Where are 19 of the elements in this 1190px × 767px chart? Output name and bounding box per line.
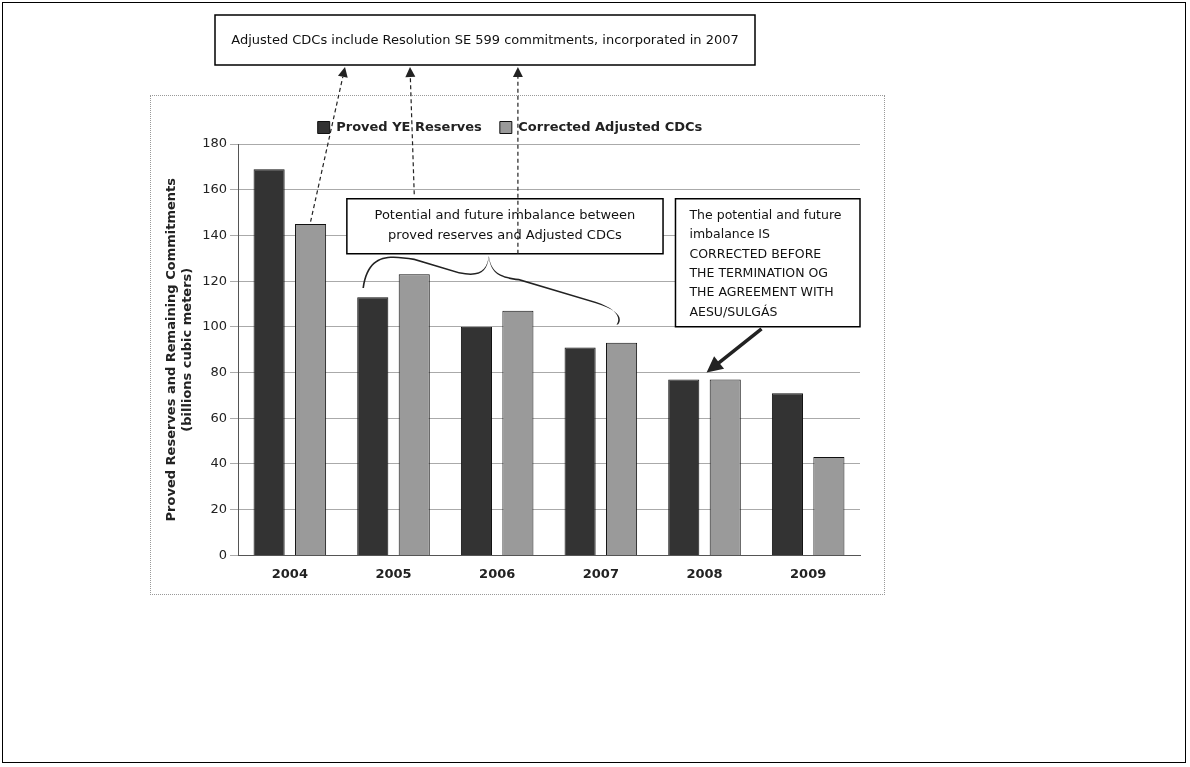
x-tick-label: 2005 bbox=[375, 565, 412, 581]
x-tick-label: 2006 bbox=[479, 565, 516, 581]
y-tick-label: 60 bbox=[210, 409, 228, 425]
y-tick-label: 100 bbox=[202, 318, 228, 334]
x-tick-label: 2009 bbox=[790, 565, 827, 581]
y-tick-label: 0 bbox=[218, 546, 228, 562]
y-tick-label: 80 bbox=[210, 363, 228, 379]
y-tick-label: 120 bbox=[202, 272, 228, 288]
y-tick-label: 20 bbox=[210, 501, 228, 517]
y-tick-label: 40 bbox=[210, 455, 228, 471]
legend-label: Proved YE Reserves bbox=[336, 118, 483, 134]
legend-label: Corrected Adjusted CDCs bbox=[518, 118, 703, 134]
y-axis-title: Proved Reserves and Remaining Commitments (billions cubic meters) bbox=[163, 177, 194, 522]
y-tick-label: 180 bbox=[202, 135, 228, 151]
x-tick-label: 2008 bbox=[686, 565, 723, 581]
x-tick-label: 2004 bbox=[271, 565, 308, 581]
y-tick-label: 160 bbox=[202, 181, 228, 197]
x-tick-label: 2007 bbox=[582, 565, 619, 581]
y-tick-label: 140 bbox=[202, 226, 228, 242]
